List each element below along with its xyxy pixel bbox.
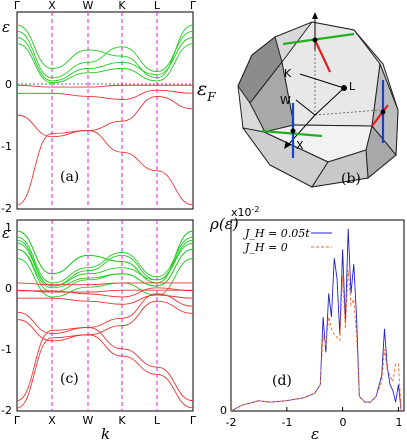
- bz-line-kl: [299, 73, 345, 89]
- d-panel-label: (d): [272, 373, 292, 389]
- c-xlabel: k: [101, 425, 110, 442]
- dos-legend-jh: J_H = 0.05t: [243, 227, 310, 240]
- c-panel-label: (c): [60, 371, 79, 387]
- c-valence-band: [16, 326, 194, 402]
- c-klabel-gamma2: Γ: [190, 414, 197, 427]
- c-valence-band: [16, 300, 194, 342]
- a-panel-label: (a): [60, 169, 79, 185]
- c-klabel-l: L: [154, 414, 161, 427]
- c-ytick-0: 0: [5, 282, 12, 295]
- dos-xtick-0: 0: [340, 416, 347, 429]
- dos-series-j0: [230, 269, 402, 412]
- brillouin-zone-panel: K L W X (b): [237, 12, 399, 188]
- a-ylabel: ε: [2, 18, 10, 36]
- bz-axis-z-arrow: [312, 12, 318, 19]
- a-valence-band: [17, 89, 194, 100]
- bz-dashed-horizontal: [314, 109, 381, 116]
- bz-line-w: [295, 99, 316, 116]
- c-valence-band: [16, 282, 193, 286]
- bz-face-left-dark: [237, 36, 283, 104]
- bz-label-k: K: [284, 67, 292, 80]
- bz-red-right: [371, 104, 389, 127]
- c-valence-band: [16, 334, 194, 409]
- a-valence-band: [16, 95, 194, 138]
- a-conduction-band: [16, 30, 194, 79]
- a-ytick-m2: -2: [1, 202, 12, 215]
- bz-point-top: [312, 37, 318, 43]
- a-klabel-x: X: [48, 0, 56, 12]
- a-klabel-l: L: [154, 0, 161, 12]
- fermi-label: εF: [197, 78, 216, 104]
- c-ytick-m2: -2: [1, 404, 12, 417]
- a-klabel-w: W: [83, 0, 94, 12]
- bz-line-l-gamma: [314, 87, 345, 116]
- c-conduction-band: [16, 239, 194, 287]
- band-panel-a: Γ X W K L Γ 0 -1 -2 ε (a) εF: [1, 0, 216, 215]
- a-klabel-k: K: [118, 0, 126, 12]
- bz-point-right: [380, 109, 386, 115]
- bz-axis-x-arrow: [284, 141, 291, 149]
- c-valence-band: [16, 293, 194, 334]
- a-conduction-band: [16, 43, 194, 84]
- bz-point-x-mark: [290, 128, 296, 134]
- c-klabel-w: W: [83, 414, 94, 427]
- c-ylabel: ε: [2, 224, 10, 242]
- a-valence-band: [16, 84, 193, 88]
- c-conduction-band: [16, 248, 194, 293]
- c-valence-band: [16, 287, 194, 298]
- panel-a-bands: [16, 24, 194, 206]
- dos-xlabel: ε: [311, 425, 319, 442]
- bz-point-l: [341, 85, 347, 91]
- c-ytick-1: 1: [5, 221, 12, 234]
- dos-scale: x10-2: [231, 205, 260, 219]
- dos-series-jh: [230, 228, 402, 412]
- bz-label-l: L: [349, 80, 356, 93]
- panel-a-frame: [16, 11, 194, 210]
- dos-frame: [230, 219, 405, 412]
- c-valence-band: [17, 294, 194, 305]
- dos-lines: [230, 228, 402, 412]
- c-conduction-band: [16, 230, 194, 284]
- panel-c-symmetry-lines: [51, 220, 158, 411]
- dos-ticks: [230, 407, 399, 411]
- a-ytick-0: 0: [5, 78, 12, 91]
- c-klabel-gamma1: Γ: [14, 414, 21, 427]
- bz-green-top: [282, 32, 355, 46]
- panel-c-bands: [16, 230, 194, 409]
- bz-label-x: X: [296, 139, 304, 152]
- dos-panel: ρ(ε) x10-2 0 -2 -1 0 1 ε (d) J_H = 0.05t…: [209, 205, 405, 442]
- dos-xtick-m1: -1: [282, 416, 293, 429]
- c-conduction-band: [16, 236, 194, 284]
- dos-ytick-0: 0: [220, 404, 227, 417]
- c-klabel-k: K: [118, 414, 126, 427]
- c-conduction-band: [16, 242, 194, 287]
- a-klabel-gamma1: Γ: [14, 0, 21, 12]
- a-conduction-band: [16, 37, 194, 82]
- a-ytick-m1: -1: [1, 140, 12, 153]
- panel-c-frame: [16, 219, 194, 412]
- bz-label-w: W: [280, 94, 291, 107]
- band-panel-c: 1 0 -1 -2 Γ X W K L Γ ε k (c): [1, 219, 197, 442]
- c-conduction-band: [16, 258, 194, 298]
- dos-ylabel: ρ(ε): [209, 215, 239, 233]
- c-valence-band: [16, 289, 193, 293]
- c-ytick-m1: -1: [1, 343, 12, 356]
- bz-face-bottom-right: [310, 149, 369, 188]
- a-klabel-gamma2: Γ: [190, 0, 197, 12]
- bz-red-top: [314, 39, 331, 73]
- panel-a-symmetry-lines: [51, 12, 158, 209]
- b-panel-label: (b): [341, 171, 361, 187]
- dos-legend-j0: J_H = 0: [243, 241, 288, 254]
- dos-xtick-m2: -2: [226, 416, 237, 429]
- dos-xtick-1: 1: [396, 416, 403, 429]
- c-klabel-x: X: [48, 414, 56, 427]
- a-valence-band: [16, 130, 194, 206]
